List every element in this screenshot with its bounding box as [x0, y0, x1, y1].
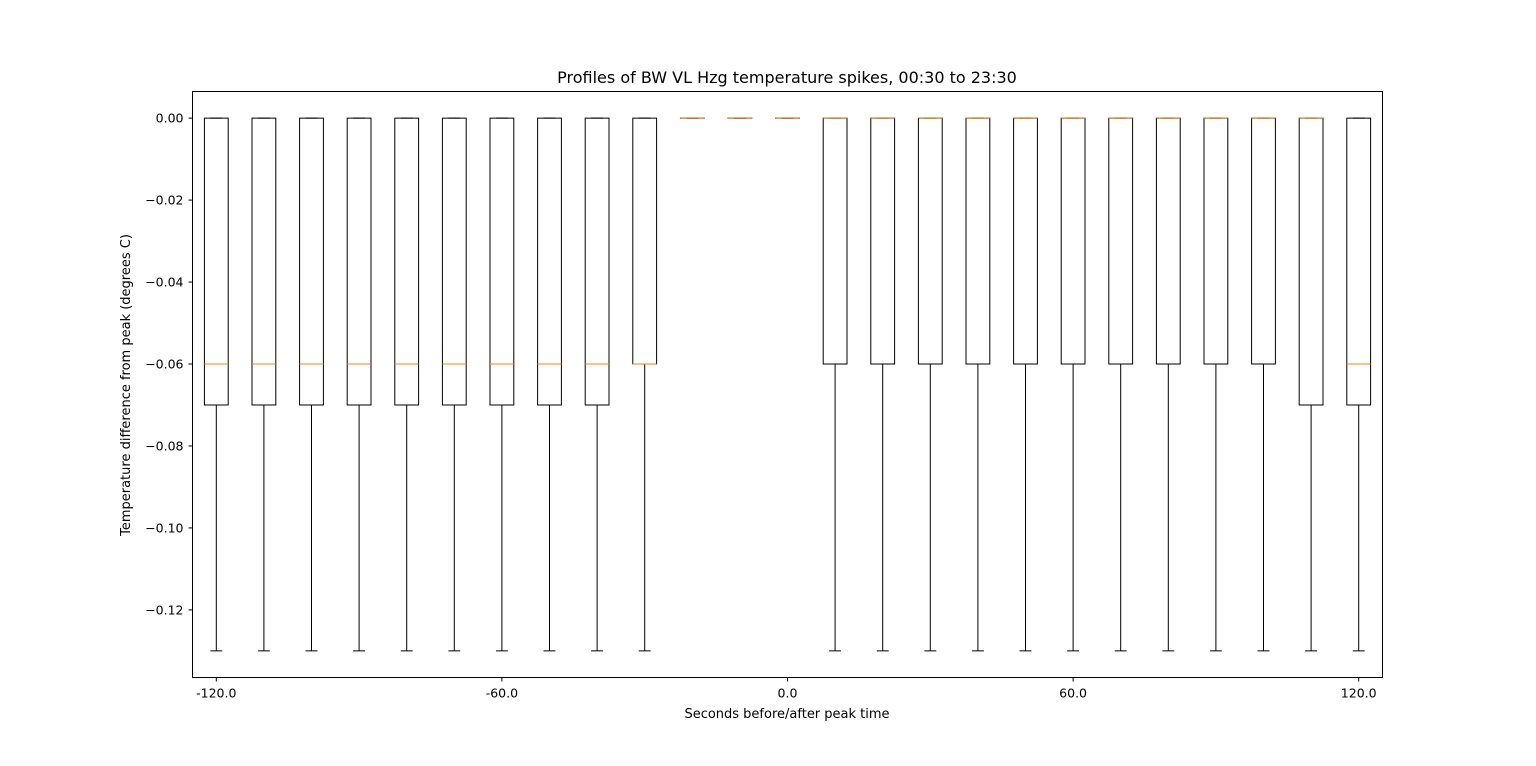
box-group-5: [442, 118, 466, 651]
y-tick-label: −0.04: [145, 275, 183, 290]
iqr-box: [966, 118, 990, 364]
box-group-24: [1347, 118, 1371, 651]
x-tick-label: 60.0: [1059, 686, 1087, 701]
y-tick-label: −0.02: [145, 193, 183, 208]
box-group-16: [966, 118, 990, 651]
box-group-23: [1299, 118, 1323, 651]
iqr-box: [633, 118, 657, 364]
box-group-3: [347, 118, 371, 651]
x-tick-label: 0.0: [778, 686, 798, 701]
y-tick-label: −0.08: [145, 438, 183, 453]
iqr-box: [1061, 118, 1085, 364]
box-group-6: [490, 118, 514, 651]
box-group-15: [918, 118, 942, 651]
iqr-box: [1109, 118, 1133, 364]
box-group-8: [585, 118, 609, 651]
iqr-box: [395, 118, 419, 405]
box-group-7: [538, 118, 562, 651]
iqr-box: [1156, 118, 1180, 364]
iqr-box: [347, 118, 371, 405]
box-group-1: [252, 118, 276, 651]
axis-ticks: -120.0 -60.0 0.0 60.0 120.0 0.00 −0.02 −0.04 −0.…: [145, 111, 1376, 701]
iqr-box: [871, 118, 895, 364]
x-tick-label: -120.0: [196, 686, 236, 701]
iqr-box: [1252, 118, 1276, 364]
iqr-box: [1204, 118, 1228, 364]
y-tick-label: −0.10: [145, 520, 183, 535]
iqr-box: [300, 118, 324, 405]
x-tick-label: -60.0: [486, 686, 518, 701]
box-group-9: [633, 118, 657, 651]
iqr-box: [490, 118, 514, 405]
iqr-box: [442, 118, 466, 405]
iqr-box: [823, 118, 847, 364]
y-tick-label: −0.12: [145, 602, 183, 617]
iqr-box: [1014, 118, 1038, 364]
box-group-21: [1204, 118, 1228, 651]
box-group-0: [204, 118, 228, 651]
iqr-box: [585, 118, 609, 405]
y-axis-label: Temperature difference from peak (degree…: [119, 234, 134, 537]
box-group-2: [300, 118, 324, 651]
box-group-14: [871, 118, 895, 651]
iqr-box: [1347, 118, 1371, 405]
x-tick-label: 120.0: [1341, 686, 1377, 701]
y-tick-label: 0.00: [156, 111, 184, 126]
y-tick-label: −0.06: [145, 357, 183, 372]
iqr-box: [1299, 118, 1323, 405]
iqr-box: [918, 118, 942, 364]
box-group-20: [1156, 118, 1180, 651]
iqr-box: [538, 118, 562, 405]
box-group-19: [1109, 118, 1133, 651]
box-group-18: [1061, 118, 1085, 651]
x-axis-label: Seconds before/after peak time: [684, 707, 889, 722]
chart-title: Profiles of BW VL Hzg temperature spikes…: [557, 68, 1017, 87]
box-group-4: [395, 118, 419, 651]
box-marks: [204, 118, 1370, 651]
box-group-17: [1014, 118, 1038, 651]
box-group-13: [823, 118, 847, 651]
iqr-box: [252, 118, 276, 405]
iqr-box: [204, 118, 228, 405]
box-group-22: [1252, 118, 1276, 651]
